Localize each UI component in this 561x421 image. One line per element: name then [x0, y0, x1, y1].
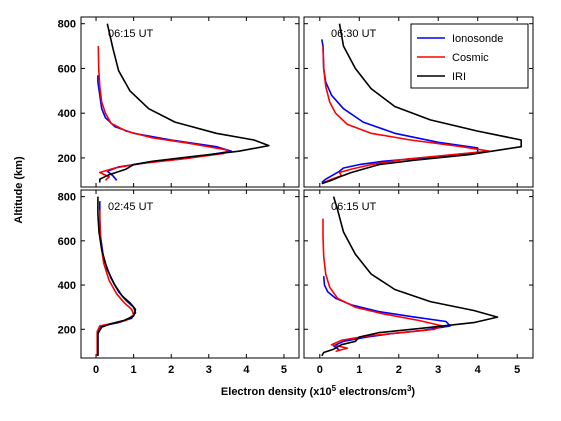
panel-3: 0 1 2 3 4 5 200 400 600 800 02:45 UT — [58, 189, 300, 376]
y-tick-label: 200 — [58, 153, 76, 165]
panel-time-label: 02:45 UT — [108, 201, 154, 213]
series-line-cosmic — [322, 46, 491, 184]
series-line-ionosonde — [322, 276, 451, 351]
series-line-cosmic — [97, 46, 229, 181]
legend: Ionosonde Cosmic IRI — [410, 23, 529, 89]
y-axis-title: Altitude (km) — [13, 156, 25, 224]
x-tick-label: 1 — [131, 364, 137, 376]
x-axis-title-sup2: 3 — [407, 384, 412, 393]
x-axis-title-part1: Electron density (x10 — [221, 386, 332, 398]
panel-4: 0 1 2 3 4 5 06:15 UT — [303, 189, 534, 376]
series-line-iri — [321, 23, 522, 185]
x-tick-label: 2 — [396, 364, 402, 376]
series-line-cosmic — [322, 218, 443, 353]
series-line-iri — [99, 23, 270, 183]
x-axis-title-part3: ) — [411, 386, 415, 398]
series-line-iri — [321, 196, 499, 357]
x-tick-label: 3 — [206, 364, 212, 376]
panel-frame — [80, 16, 300, 188]
y-tick-label: 600 — [58, 63, 76, 75]
panel-time-label: 06:15 UT — [108, 28, 154, 40]
series-line-iri — [97, 196, 137, 356]
panel-time-label: 06:15 UT — [331, 201, 377, 213]
legend-box — [410, 23, 529, 89]
x-tick-label: 5 — [281, 364, 287, 376]
y-tick-label: 800 — [58, 19, 76, 31]
x-axis-title-part2: electrons/cm — [336, 386, 407, 398]
panel-1: 200 400 600 800 06:15 UT — [58, 16, 300, 188]
panel-time-label: 06:30 UT — [331, 28, 377, 40]
y-tick-label: 600 — [58, 236, 76, 248]
x-tick-label: 0 — [317, 364, 323, 376]
x-axis-title: Electron density (x105 electrons/cm3) — [221, 384, 415, 399]
legend-label: IRI — [452, 71, 466, 83]
legend-label: Cosmic — [452, 52, 489, 64]
legend-label: Ionosonde — [452, 33, 503, 45]
x-tick-label: 2 — [168, 364, 174, 376]
x-tick-label: 0 — [93, 364, 99, 376]
x-tick-label: 3 — [435, 364, 441, 376]
y-tick-label: 400 — [58, 108, 76, 120]
x-axis-title-sup1: 5 — [332, 384, 337, 393]
x-tick-label: 5 — [514, 364, 520, 376]
y-tick-label: 400 — [58, 280, 76, 292]
x-tick-label: 4 — [243, 364, 250, 376]
panel-frame — [80, 189, 300, 359]
x-tick-label: 4 — [475, 364, 482, 376]
panel-frame — [303, 189, 534, 359]
y-tick-label: 800 — [58, 192, 76, 204]
x-tick-label: 1 — [356, 364, 362, 376]
y-tick-label: 200 — [58, 324, 76, 336]
